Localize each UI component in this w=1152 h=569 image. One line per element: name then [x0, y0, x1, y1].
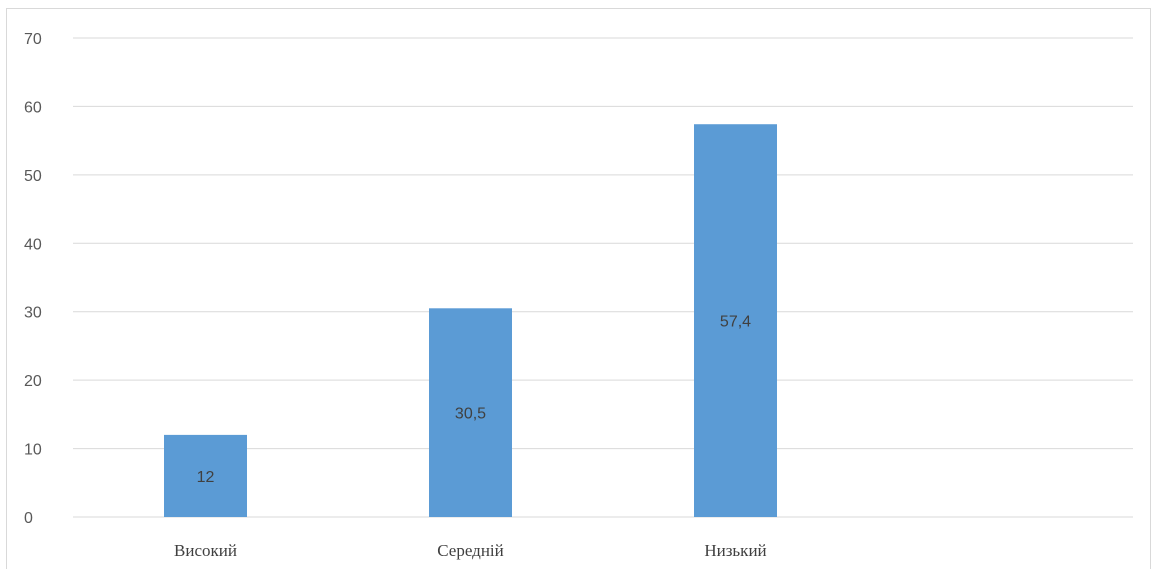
data-label: 30,5 [455, 406, 486, 423]
bar-3 [694, 124, 777, 517]
x-axis-categories: Високий Середній Низький [174, 541, 767, 560]
data-labels: 12 30,5 57,4 [197, 314, 752, 486]
y-tick-label: 50 [24, 168, 42, 185]
y-tick-label: 0 [24, 510, 33, 527]
y-tick-label: 10 [24, 442, 42, 459]
y-tick-label: 30 [24, 305, 42, 322]
y-tick-label: 60 [24, 99, 42, 116]
y-axis-ticks: 0 10 20 30 40 50 60 70 [24, 31, 42, 527]
bar-1 [164, 434, 247, 517]
y-tick-label: 40 [24, 236, 42, 253]
gridlines [73, 37, 1133, 518]
x-category-label: Середній [437, 541, 503, 560]
data-label: 57,4 [720, 314, 751, 331]
bars [164, 124, 777, 517]
bar-2 [429, 308, 512, 517]
y-tick-label: 20 [24, 373, 42, 390]
y-tick-label: 70 [24, 31, 42, 48]
data-label: 12 [197, 469, 215, 486]
chart-frame [6, 8, 1151, 569]
x-category-label: Низький [704, 541, 766, 560]
x-category-label: Високий [174, 541, 237, 560]
